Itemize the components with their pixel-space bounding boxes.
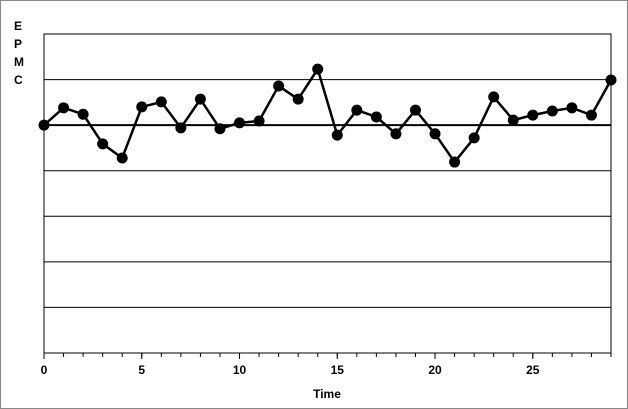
data-point: [214, 123, 226, 135]
data-point: [468, 132, 480, 144]
data-point: [390, 128, 402, 140]
x-tick-label: 20: [428, 363, 442, 377]
x-tick-label: 5: [138, 363, 145, 377]
data-point: [488, 91, 500, 103]
data-point: [566, 102, 578, 114]
data-point: [273, 80, 285, 92]
data-line: [43, 67, 613, 164]
data-point: [449, 156, 461, 168]
data-point: [546, 105, 558, 117]
data-point: [585, 109, 597, 121]
plot-border: [43, 33, 612, 354]
data-point: [234, 117, 246, 129]
x-tick-label: 25: [526, 363, 540, 377]
data-point: [429, 128, 441, 140]
data-point: [175, 122, 187, 134]
data-point: [155, 96, 167, 108]
data-point: [136, 101, 148, 113]
data-point: [116, 152, 128, 164]
data-point: [292, 93, 304, 105]
data-point: [605, 74, 617, 86]
data-point: [38, 119, 50, 131]
x-tick-label: 10: [233, 363, 247, 377]
data-point: [370, 111, 382, 123]
data-point: [527, 109, 539, 121]
data-point: [77, 108, 89, 120]
data-point: [312, 63, 324, 75]
data-point: [58, 102, 70, 114]
data-point: [253, 115, 265, 127]
y-axis-label: EPMC: [14, 19, 44, 87]
data-point: [97, 138, 109, 150]
data-point: [331, 129, 343, 141]
x-tick-label: 0: [41, 363, 48, 377]
data-point: [194, 93, 206, 105]
x-tick-label: 15: [331, 363, 345, 377]
data-point: [507, 114, 519, 126]
x-axis-label: Time: [313, 387, 341, 401]
data-point: [409, 104, 421, 116]
data-point: [351, 104, 363, 116]
